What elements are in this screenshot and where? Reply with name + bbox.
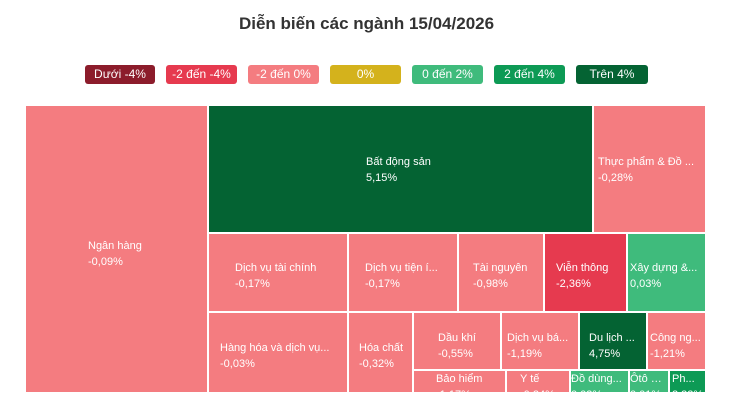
tile-value: 0,01% bbox=[630, 387, 668, 392]
treemap-tile[interactable]: Dầu khí -0,55% bbox=[413, 312, 501, 370]
treemap-tile[interactable]: Tài nguyên -0,98% bbox=[458, 233, 544, 312]
legend-item-above-4[interactable]: Trên 4% bbox=[576, 65, 648, 84]
treemap-tile[interactable]: Y tế -0,24% bbox=[506, 370, 570, 393]
treemap-tile[interactable]: Ngân hàng -0,09% bbox=[25, 105, 208, 393]
treemap-tile[interactable]: Đồ dùng... 0,03% bbox=[570, 370, 629, 393]
tile-label: Bảo hiểm bbox=[436, 373, 483, 385]
tile-value: -0,17% bbox=[235, 278, 270, 290]
tile-label: Bất động sản bbox=[366, 156, 431, 168]
tile-value: -0,24% bbox=[520, 387, 555, 392]
tile-label: Ph... bbox=[672, 373, 695, 385]
tile-value: 2,32% bbox=[672, 387, 703, 392]
treemap-tile[interactable]: Thực phẩm & Đồ ... -0,28% bbox=[593, 105, 706, 233]
legend-item-0-to-2[interactable]: 0 đến 2% bbox=[412, 65, 483, 84]
tile-value: -0,32% bbox=[359, 358, 394, 370]
tile-label: Dịch vụ bá... bbox=[507, 332, 569, 344]
treemap-tile[interactable]: Xây dựng &... 0,03% bbox=[627, 233, 706, 312]
tile-label: Y tế bbox=[520, 373, 540, 385]
tile-label: Công ng... bbox=[650, 332, 701, 344]
legend-item-below-minus-4[interactable]: Dưới -4% bbox=[85, 65, 155, 84]
tile-label: Hàng hóa và dịch vụ... bbox=[220, 342, 330, 354]
treemap-tile[interactable]: Ôtô & ... 0,01% bbox=[629, 370, 669, 393]
tile-value: 5,15% bbox=[366, 172, 398, 184]
tile-value: -0,03% bbox=[220, 358, 255, 370]
tile-label: Dịch vụ tài chính bbox=[235, 262, 317, 274]
tile-value: -0,55% bbox=[438, 348, 473, 360]
treemap-tile[interactable]: Hóa chất -0,32% bbox=[348, 312, 413, 393]
treemap: Ngân hàng -0,09% Bất động sản 5,15% Thực phẩ… bbox=[25, 105, 706, 393]
tile-value: -0,98% bbox=[473, 278, 508, 290]
tile-value: 0,03% bbox=[571, 387, 622, 392]
treemap-tile[interactable]: Dịch vụ bá... -1,19% bbox=[501, 312, 579, 370]
treemap-tile[interactable]: Công ng... -1,21% bbox=[647, 312, 706, 370]
tile-label: Hóa chất bbox=[359, 342, 404, 354]
tile-label: Tài nguyên bbox=[473, 262, 528, 274]
legend-item-minus-2-to-minus-4[interactable]: -2 đến -4% bbox=[166, 65, 237, 84]
tile-value: -1,17% bbox=[436, 387, 482, 392]
treemap-tile[interactable]: Dịch vụ tài chính -0,17% bbox=[208, 233, 348, 312]
tile-value: -2,36% bbox=[556, 278, 591, 290]
tile-label: Viễn thông bbox=[556, 262, 609, 274]
tile-value: -0,09% bbox=[88, 256, 123, 268]
tile-value: 4,75% bbox=[589, 348, 621, 360]
treemap-tile[interactable]: Viễn thông -2,36% bbox=[544, 233, 627, 312]
legend-item-zero[interactable]: 0% bbox=[330, 65, 401, 84]
treemap-tile[interactable]: Bảo hiểm -1,17% bbox=[413, 370, 506, 393]
tile-label: Dịch vụ tiện í... bbox=[365, 262, 438, 274]
tile-label: Thực phẩm & Đồ ... bbox=[598, 156, 695, 168]
treemap-tile[interactable]: Dịch vụ tiện í... -0,17% bbox=[348, 233, 458, 312]
treemap-tile[interactable]: Hàng hóa và dịch vụ... -0,03% bbox=[208, 312, 348, 393]
chart-title: Diễn biến các ngành 15/04/2026 bbox=[238, 14, 495, 33]
tile-label: Ôtô & ... bbox=[630, 373, 668, 385]
tile-label: Ngân hàng bbox=[88, 240, 142, 252]
tile-label: Du lịch ... bbox=[589, 332, 635, 344]
tile-value: 0,03% bbox=[630, 278, 662, 290]
tile-value: -1,21% bbox=[650, 348, 685, 360]
tile-label: Đồ dùng... bbox=[571, 373, 622, 385]
tile-value: -1,19% bbox=[507, 348, 542, 360]
tile-value: -0,28% bbox=[598, 172, 633, 184]
legend: Dưới -4% -2 đến -4% -2 đến 0% 0% 0 đến 2… bbox=[0, 65, 733, 85]
legend-item-minus-2-to-0[interactable]: -2 đến 0% bbox=[248, 65, 319, 84]
treemap-tile[interactable]: Ph... 2,32% bbox=[669, 370, 706, 393]
treemap-tile[interactable]: Du lịch ... 4,75% bbox=[579, 312, 647, 370]
treemap-tile[interactable]: Bất động sản 5,15% bbox=[208, 105, 593, 233]
tile-label: Xây dựng &... bbox=[630, 262, 698, 274]
legend-item-2-to-4[interactable]: 2 đến 4% bbox=[494, 65, 565, 84]
tile-label: Dầu khí bbox=[438, 332, 476, 344]
tile-value: -0,17% bbox=[365, 278, 400, 290]
